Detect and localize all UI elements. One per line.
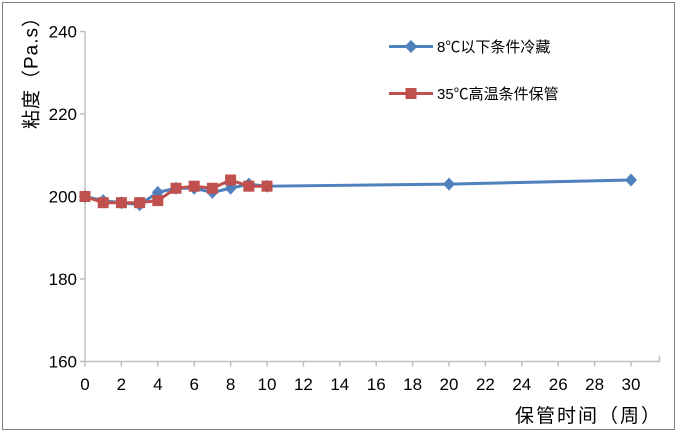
data-point-square bbox=[206, 182, 218, 194]
x-axis-title: 保管时间（周） bbox=[514, 406, 662, 427]
x-tick-label: 26 bbox=[549, 375, 568, 394]
x-tick-label: 18 bbox=[403, 375, 422, 394]
data-point-square bbox=[134, 197, 146, 209]
x-tick-label: 0 bbox=[80, 375, 89, 394]
x-tick-label: 10 bbox=[258, 375, 277, 394]
x-tick-label: 30 bbox=[622, 375, 641, 394]
y-tick-label: 200 bbox=[49, 188, 77, 207]
x-tick-label: 24 bbox=[512, 375, 531, 394]
series-line-0 bbox=[84, 178, 632, 207]
legend-marker-diamond-icon bbox=[389, 39, 433, 53]
legend-label-refrigerated: 8℃以下条件冷藏 bbox=[437, 38, 551, 56]
x-tick-label: 20 bbox=[440, 375, 459, 394]
x-tick-label: 16 bbox=[367, 375, 386, 394]
data-point-square bbox=[225, 174, 237, 186]
y-tick-label: 160 bbox=[49, 353, 77, 372]
x-tick-label: 28 bbox=[585, 375, 604, 394]
x-tick-label: 2 bbox=[117, 375, 126, 394]
legend: 8℃以下条件冷藏 35℃高温条件保管 bbox=[388, 36, 559, 103]
data-point-square bbox=[170, 182, 182, 194]
data-point-square bbox=[188, 180, 200, 192]
x-tick-label: 12 bbox=[294, 375, 313, 394]
legend-item-refrigerated: 8℃以下条件冷藏 bbox=[388, 36, 559, 56]
data-point-diamond bbox=[443, 177, 455, 191]
data-point-square bbox=[261, 180, 273, 192]
data-point-square bbox=[97, 197, 109, 209]
data-point-square bbox=[79, 191, 91, 202]
x-tick-label: 4 bbox=[153, 375, 162, 394]
y-tick-label: 240 bbox=[49, 23, 77, 42]
data-point-square bbox=[243, 180, 255, 192]
x-tick-label: 6 bbox=[189, 375, 198, 394]
legend-label-high-temp: 35℃高温条件保管 bbox=[437, 85, 559, 103]
y-tick-label: 220 bbox=[49, 105, 77, 124]
x-tick-label: 22 bbox=[476, 375, 495, 394]
data-point-square bbox=[115, 197, 127, 209]
x-tick-label: 8 bbox=[226, 375, 235, 394]
data-point-diamond bbox=[625, 173, 637, 187]
legend-item-high-temp: 35℃高温条件保管 bbox=[388, 83, 559, 103]
legend-marker-square-icon bbox=[389, 87, 433, 99]
x-tick-label: 14 bbox=[330, 375, 349, 394]
y-axis-title: 粘度（Pa.s） bbox=[21, 6, 43, 130]
data-point-square bbox=[152, 195, 164, 207]
y-tick-label: 180 bbox=[49, 270, 77, 289]
